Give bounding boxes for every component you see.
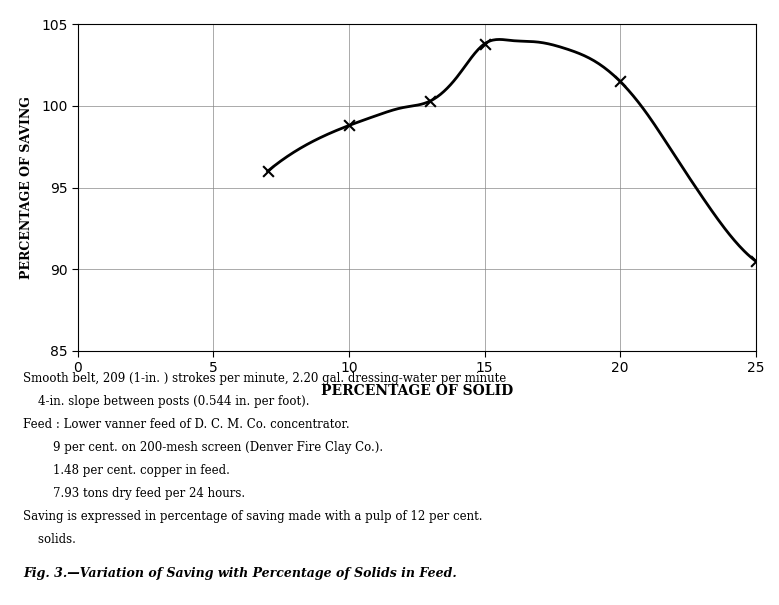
Point (749, 257, 762, 266)
Point (262, 166, 274, 176)
Point (343, 120, 355, 130)
Point (478, 39, 491, 48)
Text: 9 per cent. on 200-mesh screen (Denver Fire Clay Co.).: 9 per cent. on 200-mesh screen (Denver F… (23, 441, 383, 454)
Text: Saving is expressed in percentage of saving made with a pulp of 12 per cent.: Saving is expressed in percentage of sav… (23, 510, 483, 523)
Text: 7.93 tons dry feed per 24 hours.: 7.93 tons dry feed per 24 hours. (23, 487, 245, 500)
Text: Fig. 3.—Variation of Saving with Percentage of Solids in Feed.: Fig. 3.—Variation of Saving with Percent… (23, 567, 457, 580)
Text: Feed : Lower vanner feed of D. C. M. Co. concentrator.: Feed : Lower vanner feed of D. C. M. Co.… (23, 418, 350, 431)
X-axis label: PERCENTAGE OF SOLID: PERCENTAGE OF SOLID (321, 384, 513, 397)
Text: solids.: solids. (23, 533, 76, 546)
Text: 1.48 per cent. copper in feed.: 1.48 per cent. copper in feed. (23, 464, 231, 477)
Text: 4-in. slope between posts (0.544 in. per foot).: 4-in. slope between posts (0.544 in. per… (23, 395, 310, 408)
Y-axis label: PERCENTAGE OF SAVING: PERCENTAGE OF SAVING (19, 96, 33, 279)
Text: Smooth belt, 209 (1-in. ) strokes per minute, 2.20 gal. dressing-water per minut: Smooth belt, 209 (1-in. ) strokes per mi… (23, 372, 506, 385)
Point (614, 76, 626, 86)
Point (424, 96, 436, 106)
